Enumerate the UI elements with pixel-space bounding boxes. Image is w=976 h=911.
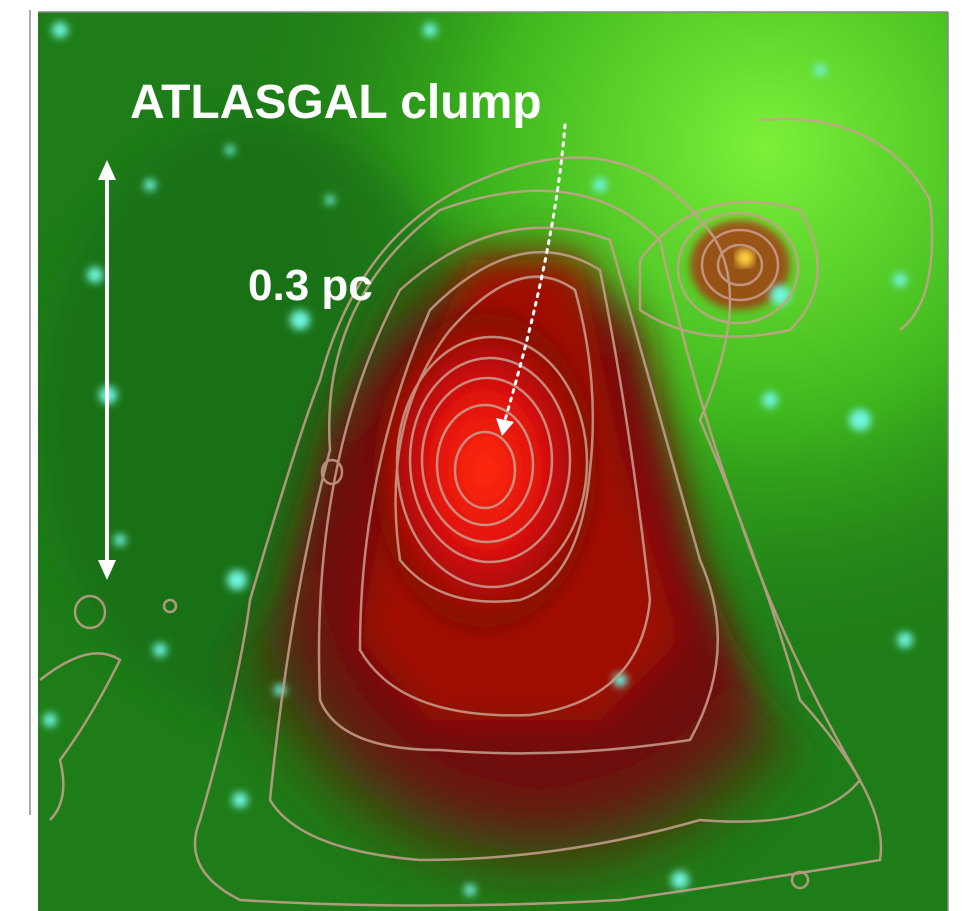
clump-label: ATLASGAL clump xyxy=(130,76,542,129)
scale-bar-label: 0.3 pc xyxy=(248,261,373,310)
figure: 0.3 pc ATLASGAL clump xyxy=(0,0,976,911)
page: 0.3 pc ATLASGAL clump (() => { const dat… xyxy=(0,0,976,911)
sky-image xyxy=(38,12,948,911)
